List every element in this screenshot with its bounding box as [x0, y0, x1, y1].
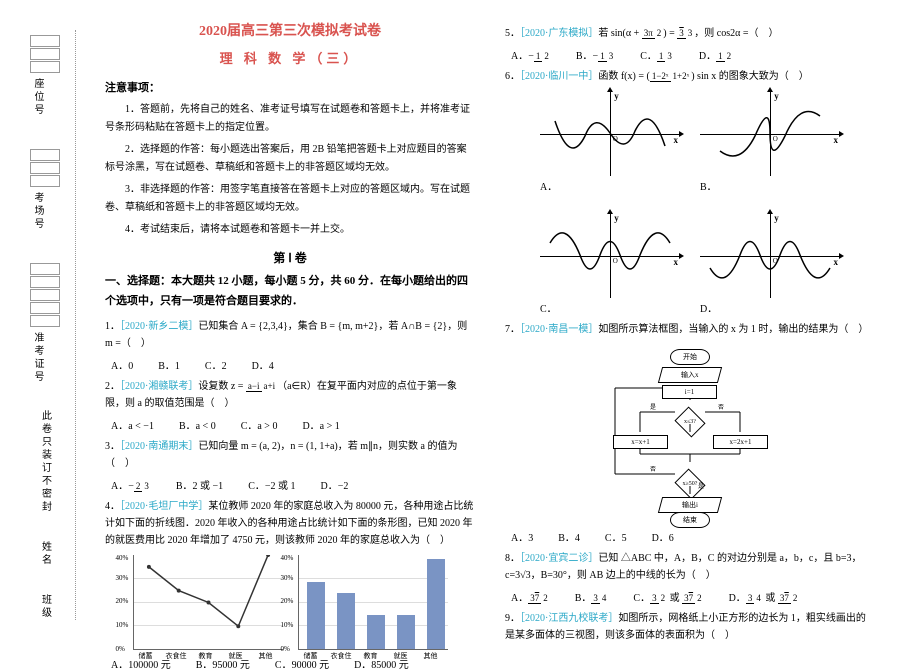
notice-p1: 1．答题前，先将自己的姓名、准考证号填写在试题卷和答题卡上，并将准考证号条形码粘… — [105, 101, 475, 137]
q1-choices: A．0B．1C．2D．4 — [105, 357, 475, 372]
q3-choices: A．−23B．2 或 −1C．−2 或 1D．−2 — [105, 477, 475, 492]
notice-p4: 4．考试结束后，请将本试题卷和答题卡一并上交。 — [105, 221, 475, 239]
question-1: 1．［2020·新乡二模］已知集合 A = {2,3,4}，集合 B = {m,… — [105, 318, 475, 352]
right-column: 5．［2020·广东模拟］若 sin(α + 3π2) = 33，则 cos2α… — [490, 20, 890, 631]
question-7: 7．［2020·南昌一模］如图所示算法框图，当输入的 x 为 1 时，输出的结果… — [505, 321, 875, 338]
side-class: 班级 — [38, 594, 53, 620]
left-column: 2020届高三第三次模拟考试卷 理 科 数 学（三） 注意事项： 1．答题前，先… — [90, 20, 490, 631]
side-exam-id: 准考证号 — [30, 258, 60, 384]
q5-choices: A．−12 B．−13 C．13 D．12 — [505, 47, 875, 62]
side-seat: 座位号 — [30, 30, 60, 117]
notice-head: 注意事项： — [105, 79, 475, 95]
q8-choices: A．372 B．34 C．32 或 372 D．34 或 372 — [505, 589, 875, 604]
graph-C: xyO C． — [540, 213, 680, 315]
question-3: 3．［2020·南通期末］已知向量 m = (a, 2)，n = (1, 1+a… — [105, 438, 475, 472]
question-2: 2．［2020·湘赣联考］设复数 z = a−ia+i（a∈R）在复平面内对应的… — [105, 378, 475, 412]
part1-instr: 一、选择题：本大题共 12 小题，每小题 5 分，共 60 分．在每小题给出的四… — [105, 272, 475, 312]
q4-charts: 0% 10% 20% 30% 40% 储蓄衣食住教育就医其他 0% 10% 20… — [105, 555, 475, 650]
flowchart: 开始 输入x i=1 x≤3? x=x+1 x=2x+1 i=i+1 x≥50?… — [590, 346, 790, 521]
bar-chart: 0% 10% 20% 30% 40% 储蓄衣食住教育就医其他 — [298, 555, 448, 650]
notice-p3: 3．非选择题的作答：用签字笔直接答在答题卡上对应的答题区域内。写在试题卷、草稿纸… — [105, 181, 475, 217]
graph-D: xyO D． — [700, 213, 840, 315]
sidebar: 座位号 考场号 准考证号 此卷只装订不密封 姓名 班级 — [15, 30, 75, 620]
graph-B: xyO B． — [700, 91, 840, 193]
part1-head: 第 Ⅰ 卷 — [105, 249, 475, 266]
q2-choices: A．a < −1B．a < 0C．a > 0D．a > 1 — [105, 417, 475, 432]
exam-subtitle: 理 科 数 学（三） — [105, 48, 475, 67]
question-5: 5．［2020·广东模拟］若 sin(α + 3π2) = 33，则 cos2α… — [505, 25, 875, 42]
binding-line — [75, 30, 76, 620]
question-4: 4．［2020·毛坦厂中学］某位教师 2020 年的家庭总收入为 80000 元… — [105, 498, 475, 549]
question-8: 8．［2020·宜宾二诊］已知 △ABC 中，A，B，C 的对边分别是 a，b，… — [505, 550, 875, 584]
line-chart: 0% 10% 20% 30% 40% 储蓄衣食住教育就医其他 — [133, 555, 283, 650]
notice-p2: 2．选择题的作答：每小题选出答案后，用 2B 铅笔把答题卡上对应题目的答案标号涂… — [105, 141, 475, 177]
q6-graphs: xyO A． xyO B． xyO C． — [505, 91, 875, 315]
q4-choices: A．100000 元B．95000 元C．90000 元D．85000 元 — [105, 656, 475, 671]
graph-A: xyO A． — [540, 91, 680, 193]
question-6: 6．［2020·临川一中］函数 f(x) = (1−2ˣ1+2ˣ) sin x … — [505, 68, 875, 85]
page: 2020届高三第三次模拟考试卷 理 科 数 学（三） 注意事项： 1．答题前，先… — [0, 0, 920, 651]
exam-title: 2020届高三第三次模拟考试卷 — [105, 20, 475, 40]
side-seal: 此卷只装订不密封 — [38, 410, 53, 514]
side-name: 姓名 — [38, 541, 53, 567]
side-room: 考场号 — [30, 144, 60, 231]
question-9: 9．［2020·江西九校联考］如图所示，网格纸上小正方形的边长为 1，粗实线画出… — [505, 610, 875, 644]
q7-choices: A．3B．4C．5D．6 — [505, 529, 875, 544]
